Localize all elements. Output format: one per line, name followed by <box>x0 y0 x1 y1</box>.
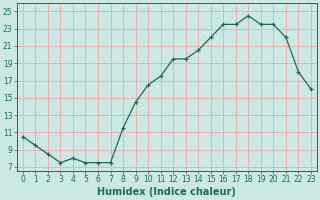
X-axis label: Humidex (Indice chaleur): Humidex (Indice chaleur) <box>98 187 236 197</box>
